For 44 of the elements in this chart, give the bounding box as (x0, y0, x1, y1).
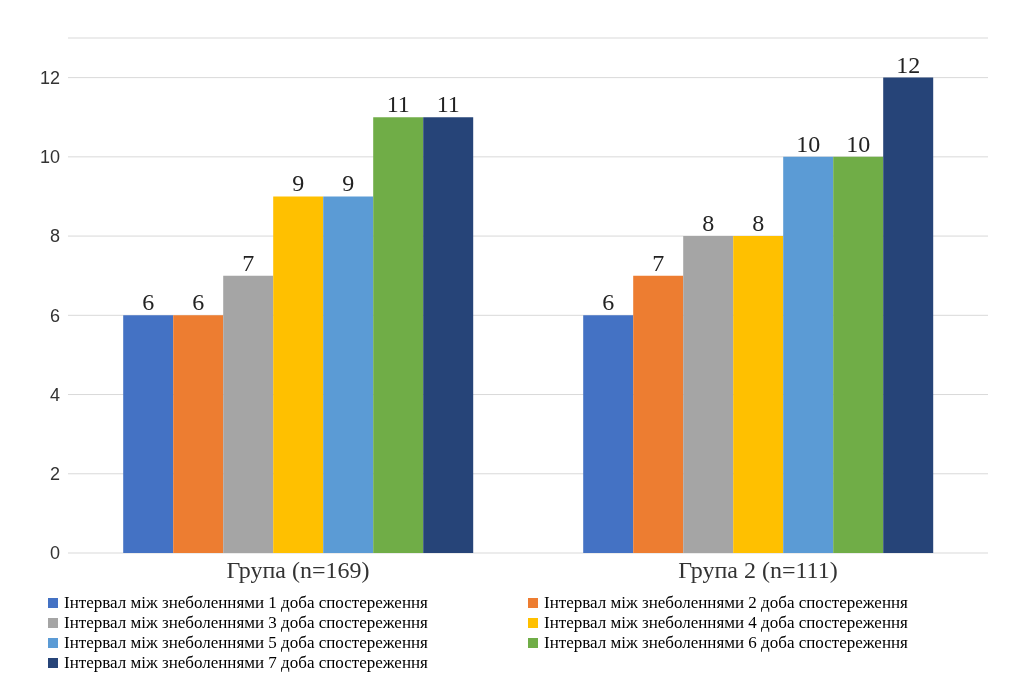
data-label: 8 (752, 210, 765, 237)
y-tick-label: 8 (49, 226, 60, 247)
bar (783, 156, 834, 553)
data-label: 10 (796, 130, 821, 157)
bar (833, 156, 884, 553)
legend-label: Інтервал між знеболеннями 5 доба спостереження (64, 633, 428, 653)
bar (373, 117, 424, 553)
data-label: 7 (652, 249, 665, 276)
legend-label: Інтервал між знеболеннями 4 доба спостереження (544, 613, 908, 633)
data-label: 10 (846, 130, 871, 157)
legend-label: Інтервал між знеболеннями 6 доба спостереження (544, 633, 908, 653)
bar (683, 236, 734, 553)
x-tick-label: Група 2 (n=111) (678, 557, 838, 584)
bar (583, 315, 634, 553)
bar (273, 196, 324, 553)
data-label: 9 (342, 170, 355, 197)
y-tick-label: 6 (49, 305, 60, 326)
y-tick-label: 0 (49, 543, 60, 564)
bar (423, 117, 474, 553)
bar (633, 275, 684, 553)
data-label: 7 (242, 249, 255, 276)
data-label: 6 (602, 289, 615, 316)
y-tick-label: 2 (49, 464, 60, 485)
bar (323, 196, 374, 553)
bar (123, 315, 174, 553)
data-label: 9 (292, 170, 305, 197)
data-label: 6 (142, 289, 155, 316)
legend-label: Інтервал між знеболеннями 2 доба спостереження (544, 593, 908, 613)
bar (883, 77, 934, 553)
legend-label: Інтервал між знеболеннями 1 доба спостереження (64, 593, 428, 613)
bar (733, 236, 784, 553)
y-tick-label: 12 (39, 68, 60, 89)
bar (223, 275, 274, 553)
y-tick-label: 10 (39, 147, 60, 168)
x-tick-label: Група (n=169) (226, 557, 370, 584)
y-tick-label: 4 (49, 384, 60, 405)
data-label: 8 (702, 210, 715, 237)
data-label: 11 (436, 91, 460, 118)
legend-label: Інтервал між знеболеннями 3 доба спостереження (64, 613, 428, 633)
data-label: 11 (386, 91, 410, 118)
data-label: 6 (192, 289, 205, 316)
data-label: 12 (896, 51, 921, 78)
legend-label: Інтервал між знеболеннями 7 доба спостереження (64, 653, 428, 673)
bar (173, 315, 224, 553)
